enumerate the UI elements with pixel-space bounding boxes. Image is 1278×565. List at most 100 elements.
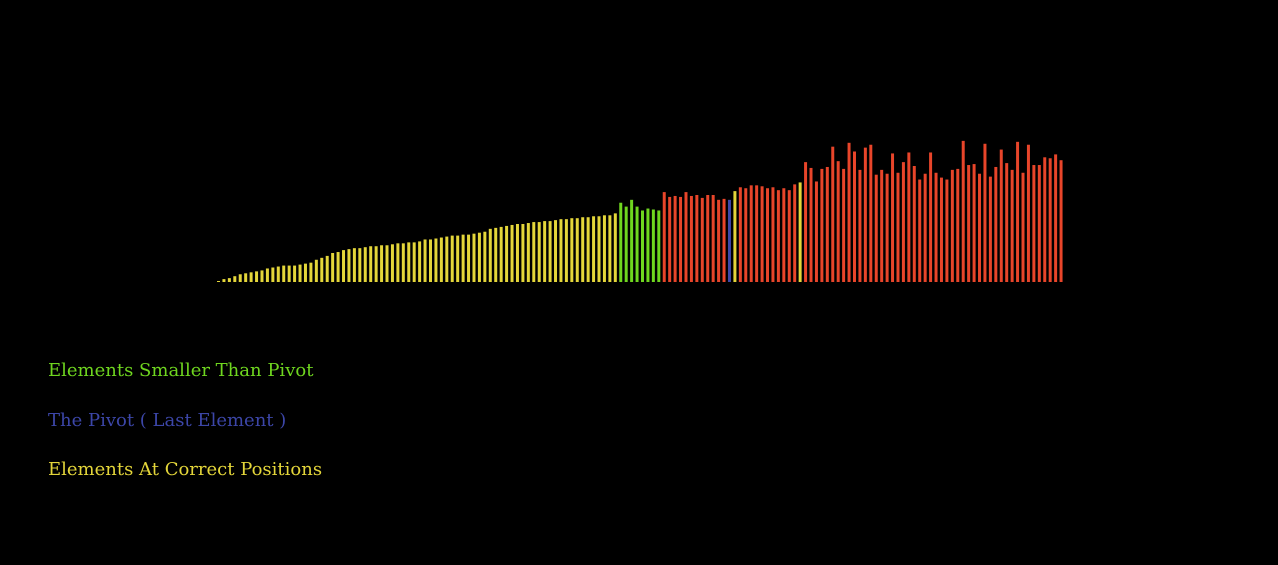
bar-correct [352,248,356,282]
bar-unsorted [738,187,742,282]
bar-chart [217,140,1063,282]
bar-unsorted [820,168,824,282]
legend-smaller-than-pivot: Elements Smaller Than Pivot [48,360,314,381]
bar-unsorted [869,144,873,282]
bar-correct [733,191,737,282]
bar-correct [434,238,438,282]
bar-correct [385,245,389,282]
bar-unsorted [782,188,786,282]
bar-correct [602,215,606,282]
bar-unsorted [885,173,889,282]
bar-correct [217,281,220,282]
bar-correct [412,242,416,282]
bar-unsorted [836,161,840,282]
bar-smaller [657,210,661,282]
bar-unsorted [874,174,878,282]
bar-unsorted [961,140,965,282]
bar-correct [369,246,373,282]
bar-correct [293,265,297,282]
bar-unsorted [700,197,704,282]
bar-correct [298,264,302,282]
bar-correct [461,234,465,282]
bar-correct [521,224,525,282]
bar-unsorted [771,187,775,282]
bar-unsorted [744,188,748,282]
bar-smaller [635,206,639,282]
bar-correct [575,218,579,282]
bar-unsorted [831,146,835,282]
bar-unsorted [766,188,770,282]
legend-pivot: The Pivot ( Last Element ) [48,410,287,431]
bar-correct [233,276,237,282]
bar-unsorted [1016,141,1020,282]
bar-correct [597,216,601,282]
bar-correct [374,246,378,282]
bar-smaller [619,202,623,282]
bar-correct [255,271,259,282]
bar-unsorted [880,169,884,282]
bar-correct [450,235,454,282]
bar-correct [499,226,503,282]
bar-correct [467,234,471,282]
bar-unsorted [717,199,721,282]
bar-unsorted [662,192,666,282]
bar-unsorted [711,195,715,282]
bar-correct [570,218,574,282]
bar-correct [396,243,400,282]
bar-correct [282,265,286,282]
bar-unsorted [695,195,699,282]
bar-correct [581,217,585,282]
bar-smaller [646,208,650,282]
bar-unsorted [1048,158,1052,282]
bar-correct [543,221,547,282]
bar-unsorted [923,173,927,282]
bar-correct [358,248,362,282]
bar-unsorted [1021,172,1025,282]
bar-unsorted [918,179,922,282]
bar-unsorted [901,162,905,282]
bar-unsorted [749,185,753,282]
bar-unsorted [760,186,764,282]
bar-unsorted [1037,165,1041,282]
bar-correct [586,217,590,282]
bar-unsorted [956,168,960,282]
bar-correct [456,235,460,282]
bar-correct [331,253,335,282]
bar-unsorted [972,164,976,282]
bar-correct [320,257,324,282]
bar-correct [342,250,346,282]
bar-unsorted [988,176,992,282]
bar-unsorted [787,190,791,282]
bar-smaller [624,206,628,282]
bar-unsorted [689,195,693,282]
bar-unsorted [853,151,856,282]
bar-correct [276,266,280,282]
bar-correct [314,259,318,282]
bar-correct [325,255,329,282]
bar-unsorted [983,143,987,282]
bar-smaller [630,199,634,282]
bar-correct [613,213,617,282]
bar-correct [439,237,443,282]
bar-unsorted [863,147,867,282]
bar-correct [548,221,552,282]
bar-unsorted [842,168,846,282]
bar-unsorted [679,196,683,282]
bar-unsorted [722,198,726,282]
bar-correct [265,268,269,282]
bar-correct [537,222,541,282]
bar-correct [505,225,509,282]
bar-unsorted [793,184,797,282]
bar-unsorted [929,152,933,282]
bar-correct [592,216,596,282]
bar-correct [429,239,432,282]
bar-correct [244,273,248,282]
bar-unsorted [896,172,900,282]
bar-unsorted [967,165,971,282]
bar-correct [798,182,802,282]
bar-correct [515,224,519,282]
bar-correct [287,265,291,282]
bar-correct [526,223,530,282]
bar-unsorted [1043,157,1047,282]
bar-correct [418,241,422,282]
